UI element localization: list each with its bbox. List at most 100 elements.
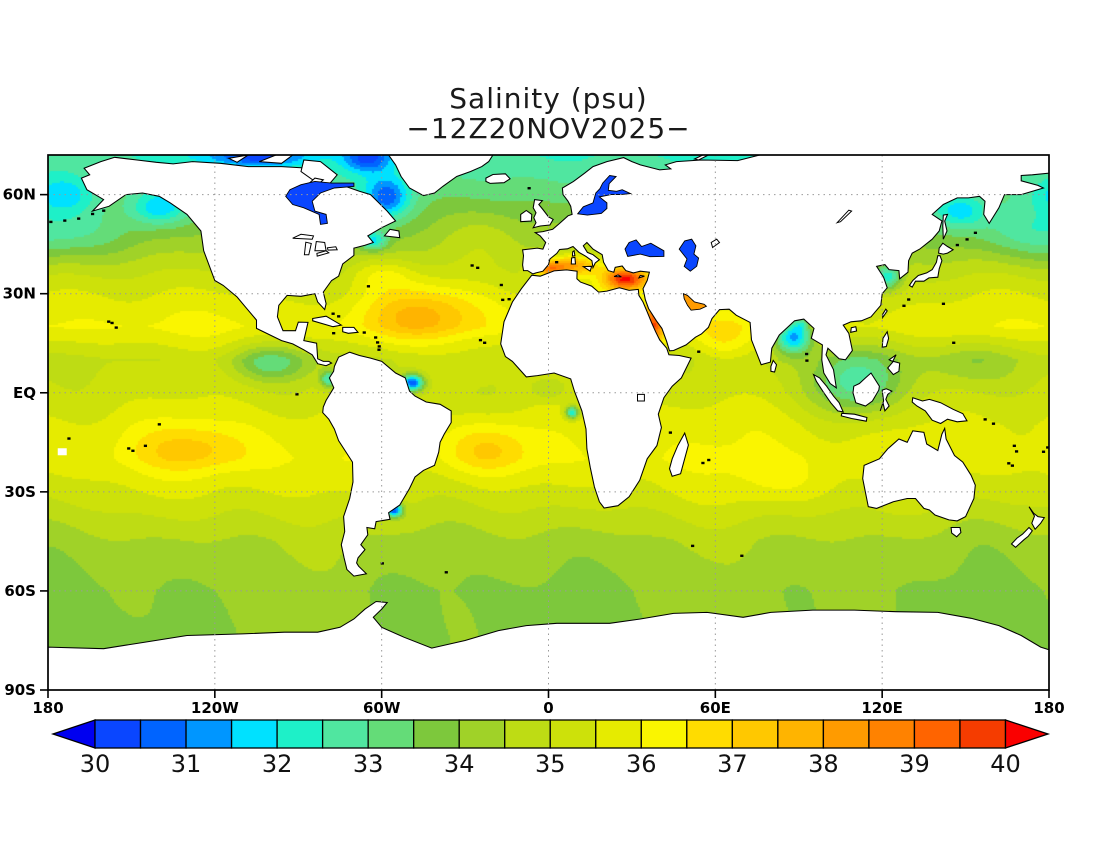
colorbar-below-arrow: [50, 719, 96, 749]
colorbar-bin: [777, 719, 825, 749]
small-island-mark: [77, 217, 81, 220]
small-islands-layer: [49, 187, 1050, 574]
island-new-zealand-south: [1010, 526, 1033, 548]
colorbar-bin: [959, 719, 1007, 749]
lake: [637, 393, 645, 402]
x-tick-label: 60E: [700, 699, 731, 717]
small-island-mark: [805, 352, 809, 356]
colorbar-bin: [640, 719, 688, 749]
colorbar-tick-label: 37: [717, 750, 748, 778]
y-tick-label: 30S: [4, 483, 36, 501]
small-island-mark: [1041, 450, 1046, 453]
land-layer: [47, 154, 1050, 691]
island-great-britain: [532, 199, 554, 229]
small-island-mark: [377, 348, 381, 351]
sea-baltic-sea: [576, 175, 633, 216]
y-tick-label: 90S: [4, 681, 36, 699]
x-tick-label: 120E: [861, 699, 903, 717]
small-island-mark: [377, 345, 381, 348]
landmass-greenland: [387, 154, 494, 197]
small-island-mark: [143, 444, 148, 448]
colorbar-bin: [868, 719, 916, 749]
small-island-mark: [902, 304, 906, 307]
lake: [314, 240, 327, 252]
colorbar-tick-label: 36: [626, 750, 657, 778]
small-island-mark: [332, 332, 336, 335]
x-tick-label: 180: [1033, 699, 1064, 717]
colorbar-bin: [913, 719, 961, 749]
colorbar: 30 31 32 33 34 35 36 37 38 39 40: [50, 719, 1051, 778]
small-island-mark: [157, 423, 161, 426]
data-void-patch: [57, 448, 67, 456]
lake: [303, 241, 312, 256]
island-newfoundland: [383, 228, 401, 239]
small-island-mark: [63, 219, 67, 222]
colorbar-bin: [276, 719, 324, 749]
landmass-eurasia: [521, 154, 1050, 389]
island-new-guinea: [911, 396, 968, 425]
enclosed-seas-layer: [285, 175, 708, 311]
island-cuba: [312, 315, 343, 328]
small-island-mark: [668, 431, 672, 434]
island-honshu: [908, 255, 943, 288]
landmass-south-america: [322, 351, 452, 577]
small-island-mark: [1014, 450, 1019, 453]
island-hokkaido: [938, 242, 955, 255]
landmass-australia: [862, 426, 976, 522]
colorbar-tick-label: 30: [80, 750, 111, 778]
colorbar-bin: [230, 719, 278, 749]
colorbar-bin: [185, 719, 233, 749]
lakes-layer: [292, 209, 853, 402]
colorbar-tick-label: 38: [808, 750, 839, 778]
lake: [326, 246, 338, 251]
y-tick-label: EQ: [13, 384, 36, 402]
island-luzon: [881, 330, 890, 348]
small-island-mark: [102, 209, 106, 212]
colorbar-tick-label: 31: [171, 750, 202, 778]
small-island-mark: [374, 336, 378, 339]
x-tick-label: 60W: [363, 699, 401, 717]
landmass-north-america: [80, 156, 397, 367]
small-island-mark: [90, 212, 95, 216]
island-hispaniola: [342, 326, 360, 334]
small-island-mark: [941, 302, 946, 306]
plot-subtitle: −12Z20NOV2025−: [406, 112, 691, 145]
island-sumatra: [812, 373, 845, 413]
x-tick-label: 180: [32, 699, 63, 717]
colorbar-bin: [367, 719, 415, 749]
colorbar-tick-label: 33: [353, 750, 384, 778]
colorbar-bin: [139, 719, 187, 749]
island-madagascar: [668, 431, 689, 477]
small-island-mark: [1046, 446, 1050, 449]
island-sardinia: [570, 256, 577, 265]
sea-hudson-bay: [285, 180, 355, 225]
island-cyprus: [637, 274, 645, 279]
small-island-mark: [110, 321, 114, 325]
island-java: [840, 412, 868, 422]
small-island-mark: [691, 544, 695, 548]
x-tick-label: 0: [543, 699, 553, 717]
small-island-mark: [476, 266, 480, 270]
island-sakhalin: [942, 213, 949, 240]
small-island-mark: [127, 447, 131, 450]
island-ireland: [520, 209, 533, 223]
island-mindanao: [887, 360, 901, 376]
small-island-mark: [1012, 444, 1016, 448]
colorbar-bin: [549, 719, 597, 749]
title-block: Salinity (psu) −12Z20NOV2025−: [0, 84, 1097, 144]
colorbar-above-arrow: [1004, 719, 1051, 749]
small-island-mark: [991, 422, 996, 425]
island-arctic-archipelago: [226, 154, 249, 163]
small-island-mark: [1010, 464, 1014, 467]
small-island-mark: [380, 562, 384, 565]
small-island-mark: [131, 449, 135, 452]
island-borneo: [852, 372, 880, 407]
island-iceland: [485, 173, 511, 184]
small-island-mark: [965, 238, 969, 241]
landmass-africa: [500, 269, 692, 509]
sea-black-sea: [624, 239, 665, 258]
island-tasmania: [950, 526, 962, 538]
sea-caspian-sea: [678, 238, 700, 272]
y-tick-label: 60N: [3, 186, 36, 204]
